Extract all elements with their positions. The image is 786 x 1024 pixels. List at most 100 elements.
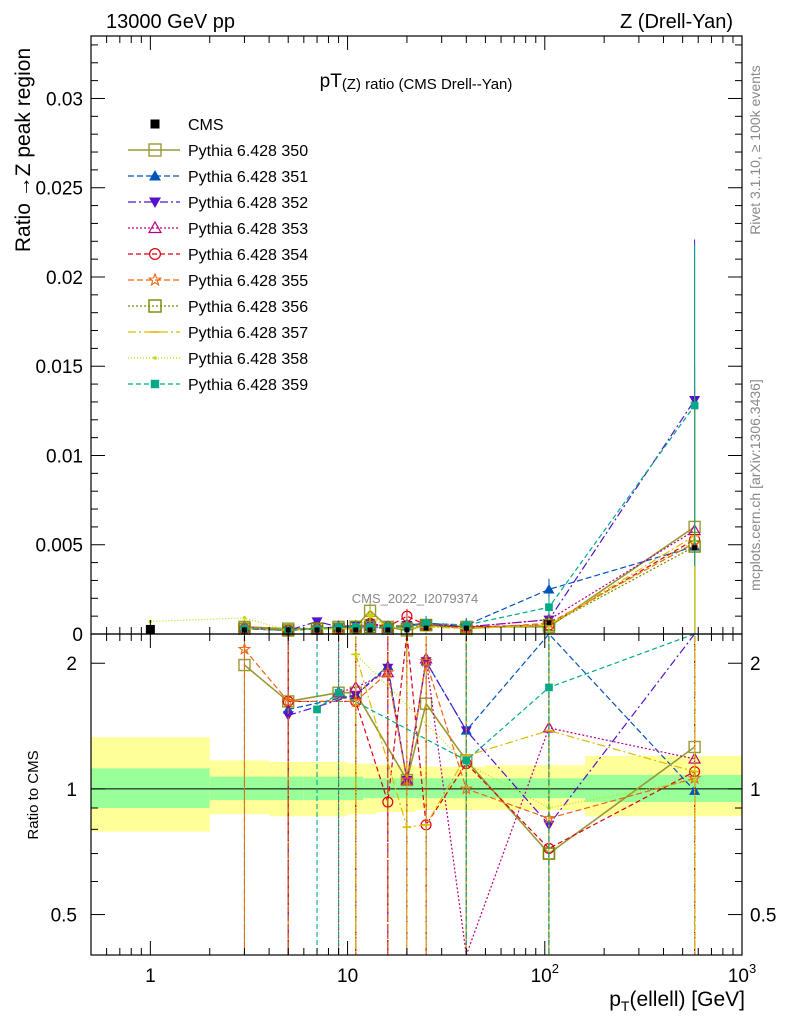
series-group bbox=[237, 387, 702, 956]
chart-title-main: pT bbox=[320, 71, 343, 92]
x-tick-label-base: 1 bbox=[145, 966, 156, 987]
data-point bbox=[403, 623, 411, 631]
y-tick-label: 0.01 bbox=[46, 446, 83, 467]
chart-title: pT(Z) ratio (CMS Drell--Yan) bbox=[320, 71, 513, 93]
x-tick-label: 1 bbox=[145, 966, 156, 987]
series-line bbox=[244, 538, 695, 632]
legend-label: Pythia 6.428 351 bbox=[188, 169, 308, 186]
y-tick-label: 0.015 bbox=[35, 357, 83, 378]
ratio-point bbox=[545, 683, 553, 692]
x-axis-label-rest: (ellell) [GeV] bbox=[629, 988, 745, 1011]
legend-marker bbox=[149, 170, 161, 181]
axis-ticks: 1 10 102 10300.0050.010.0150.020.0250.030.5… bbox=[35, 36, 776, 987]
series-group bbox=[148, 398, 697, 955]
band-inner bbox=[91, 768, 210, 808]
band-inner bbox=[303, 776, 329, 801]
watermark: CMS_2022_I2079374 bbox=[352, 591, 479, 606]
band-inner bbox=[441, 778, 486, 799]
data-point bbox=[334, 623, 343, 631]
ratio-point bbox=[462, 756, 471, 765]
cms-point bbox=[367, 627, 373, 633]
ratio-point bbox=[692, 778, 697, 782]
series-group bbox=[238, 403, 701, 955]
legend-label: Pythia 6.428 354 bbox=[188, 247, 308, 264]
x-tick-label: 102 bbox=[531, 961, 559, 987]
x-tick-label-base: 10 bbox=[728, 966, 749, 987]
ratio-tick-label: 1 bbox=[66, 780, 77, 801]
ratio-tick-label-right: 2 bbox=[750, 654, 761, 675]
ratio-point bbox=[313, 705, 321, 714]
rivet-label: Rivet 3.1.10, ≥ 100k events bbox=[747, 65, 763, 235]
band-inner bbox=[415, 778, 442, 799]
series-line bbox=[244, 529, 695, 632]
x-tick-label-exp: 3 bbox=[749, 961, 756, 976]
ratio-point bbox=[334, 688, 343, 697]
legend-marker bbox=[148, 299, 162, 313]
data-point bbox=[543, 583, 555, 594]
data-point bbox=[366, 623, 374, 631]
ratio-line bbox=[355, 654, 695, 828]
cms-point bbox=[692, 545, 698, 551]
series-line bbox=[244, 405, 696, 632]
ratio-point bbox=[381, 665, 395, 679]
legend-marker bbox=[148, 143, 162, 157]
series-group bbox=[240, 393, 700, 955]
ratio-line bbox=[288, 633, 696, 826]
legend-label: Pythia 6.428 355 bbox=[188, 273, 308, 290]
ratio-axis-label: Ratio to CMS bbox=[25, 750, 42, 839]
data-point bbox=[545, 603, 553, 612]
series-line bbox=[244, 542, 695, 632]
legend-label: Pythia 6.428 352 bbox=[188, 195, 308, 212]
cms-point bbox=[423, 625, 429, 631]
band-inner bbox=[485, 778, 586, 799]
data-point bbox=[383, 623, 392, 631]
series-group bbox=[238, 403, 701, 955]
legend-label: Pythia 6.428 353 bbox=[188, 221, 308, 238]
x-tick-label-exp: 2 bbox=[552, 961, 559, 976]
ratio-line bbox=[338, 658, 695, 956]
y-tick-label: 0.02 bbox=[46, 268, 83, 289]
y-tick-label: 0.005 bbox=[35, 536, 83, 557]
cms-point bbox=[353, 627, 359, 633]
legend-marker bbox=[150, 119, 160, 129]
legend-marker bbox=[149, 197, 161, 208]
legend-marker bbox=[147, 220, 163, 234]
band-inner bbox=[269, 776, 304, 801]
legend-marker bbox=[147, 272, 163, 287]
ratio-point bbox=[353, 652, 358, 657]
x-tick-label-base: 10 bbox=[337, 966, 358, 987]
ratio-line bbox=[288, 633, 696, 792]
legend-label: Pythia 6.428 356 bbox=[188, 299, 308, 316]
ratio-line bbox=[244, 648, 695, 819]
y-tick-label: 0.03 bbox=[46, 89, 83, 110]
legend-label: Pythia 6.428 359 bbox=[188, 377, 308, 394]
data-point bbox=[368, 614, 372, 618]
ratio-tick-label: 2 bbox=[66, 654, 77, 675]
uncertainty-bands bbox=[91, 737, 742, 832]
ratio-point bbox=[237, 642, 252, 655]
ratio-tick-label-right: 0.5 bbox=[750, 906, 776, 927]
x-axis-label-sub: T bbox=[621, 998, 630, 1014]
band-inner bbox=[209, 776, 270, 801]
x-tick-label-base: 10 bbox=[531, 966, 552, 987]
x-axis-label: pT(ellell) [GeV] bbox=[609, 988, 745, 1014]
header-left: 13000 GeV pp bbox=[106, 11, 235, 33]
mcplots-label: mcplots.cern.ch [arXiv:1306.3436] bbox=[747, 379, 763, 591]
chart-title-sub: (Z) ratio (CMS Drell--Yan) bbox=[342, 76, 513, 93]
plot-frames bbox=[90, 35, 743, 956]
data-point bbox=[422, 619, 430, 628]
data-point bbox=[351, 623, 360, 631]
legend-label: Pythia 6.428 357 bbox=[188, 325, 308, 342]
legend-marker bbox=[150, 379, 160, 389]
ratio-line bbox=[316, 633, 695, 762]
data-point bbox=[690, 401, 699, 410]
data-point bbox=[462, 621, 471, 629]
legend-marker bbox=[149, 248, 162, 261]
x-tick-label: 103 bbox=[728, 961, 756, 987]
series-group bbox=[238, 366, 701, 955]
x-tick-label: 10 bbox=[337, 966, 358, 987]
cms-point bbox=[385, 627, 391, 633]
y-tick-label: 0 bbox=[72, 625, 83, 646]
series-lines bbox=[145, 239, 702, 956]
series-line bbox=[244, 535, 695, 632]
